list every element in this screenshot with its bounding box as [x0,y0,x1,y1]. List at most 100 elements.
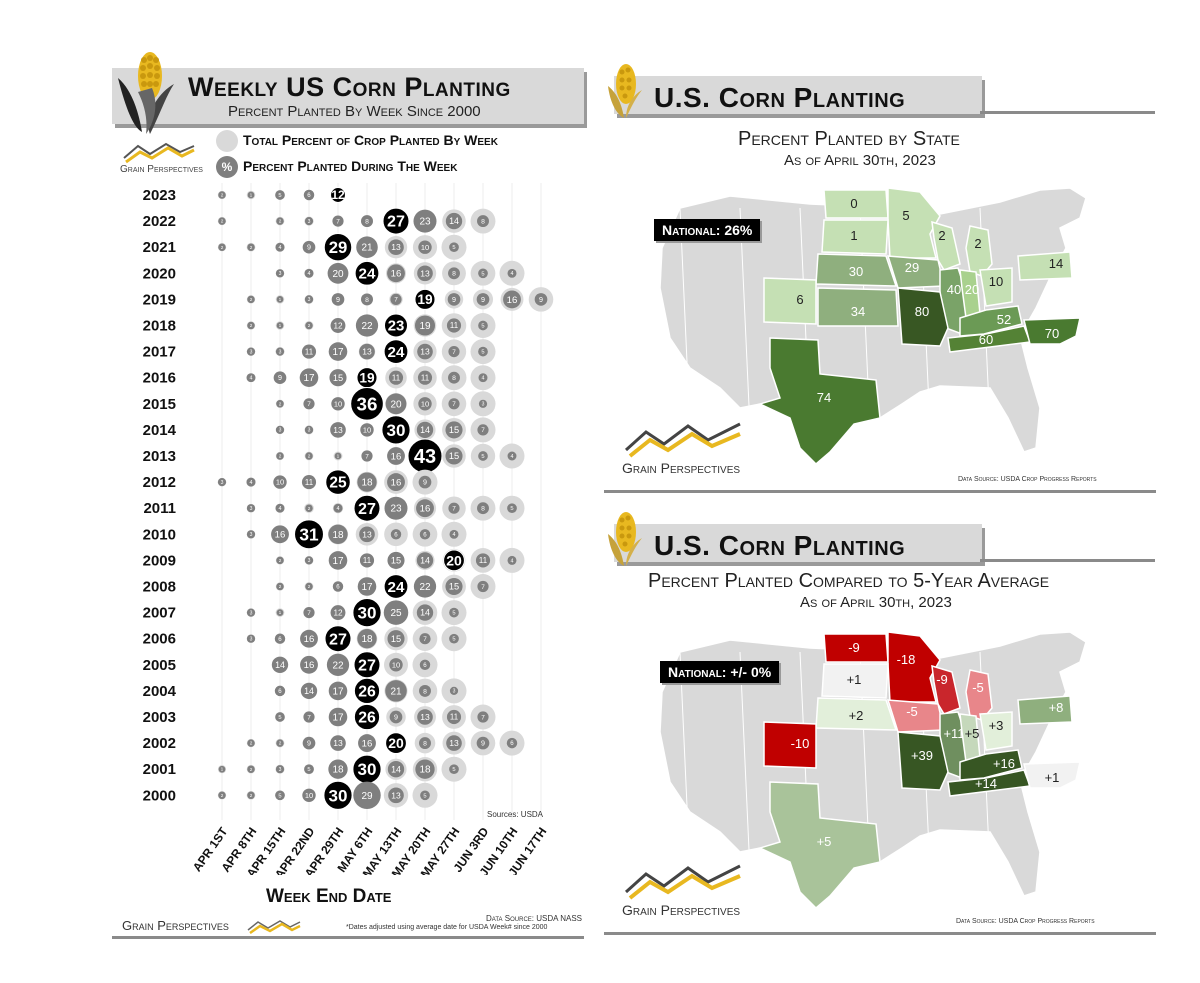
weekly-percent-bubble [304,556,314,565]
weekly-percent-label: 2 [221,193,224,198]
weekly-percent-bubble [354,260,380,286]
year-label: 2000 [143,787,176,804]
weekly-percent-label: 15 [449,582,459,592]
weekly-percent-bubble [275,790,285,801]
state-region-mi [965,669,993,721]
weekly-percent-bubble [304,425,314,435]
state-border-line [739,207,751,429]
map1-title-banner [614,76,982,114]
weekly-percent-label: 17 [332,712,344,723]
state-region-ne [815,697,898,731]
weekly-percent-label: 13 [449,738,459,748]
year-label: 2009 [143,552,176,569]
weekly-percent-bubble [507,451,517,461]
weekly-percent-bubble [476,293,490,306]
weekly-percent-label: 25 [390,608,402,619]
map2-source: Data Source: USDA Crop Progress Reports [956,918,1095,925]
weekly-percent-bubble [387,264,405,283]
weekly-percent-label: 30 [387,421,406,440]
weekly-percent-label: 17 [332,686,344,697]
year-label: 2006 [143,631,176,648]
weekly-percent-bubble [361,215,373,228]
weekly-percent-label: 22 [419,582,431,593]
weekly-percent-bubble [477,502,489,515]
weekly-percent-bubble [387,447,405,465]
state-value-label: 52 [997,312,1011,327]
weekly-percent-bubble [299,368,319,387]
weekly-percent-bubble [385,732,407,754]
state-value-label: 2 [974,236,981,251]
weekly-percent-bubble [247,191,255,199]
weekly-percent-label: 5 [481,271,484,277]
state-region-sd [821,219,889,255]
weekly-percent-label: 20 [332,269,344,280]
weekly-percent-bubble [419,659,431,671]
weekly-percent-bubble [387,630,405,648]
state-region-tx [757,781,881,910]
weekly-percent-bubble [419,684,431,697]
year-label: 2013 [143,448,176,465]
weekly-percent-bubble [333,503,343,513]
weekly-percent-label: 1 [250,193,253,198]
weekly-percent-label: 24 [359,266,376,283]
weekly-percent-label: 2 [279,454,282,459]
weekly-percent-bubble [445,212,463,230]
weekly-percent-bubble [305,452,313,460]
state-value-label: 30 [849,264,863,279]
state-value-label: -9 [848,640,860,655]
weekly-percent-label: 9 [452,296,456,304]
weekly-percent-bubble [449,686,459,696]
weekly-percent-label: 3 [308,219,311,225]
weekly-percent-label: 17 [332,347,344,358]
weekly-percent-label: 3 [279,428,282,434]
state-value-label: 60 [979,332,993,347]
weekly-percent-label: 23 [388,319,405,335]
year-label: 2011 [143,500,176,517]
bubble-chart: 2023202220212020201920182017201620152014… [143,183,554,875]
weekly-percent-label: 13 [420,347,430,357]
weekly-percent-label: 22 [332,660,344,671]
weekly-percent-label: 3 [279,271,282,277]
weekly-percent-bubble [447,293,461,306]
weekly-percent-bubble [274,633,286,644]
weekly-percent-bubble [274,685,286,697]
weekly-percent-label: 9 [481,296,485,304]
weekly-percent-label: 27 [329,630,347,648]
weekly-percent-bubble [305,321,313,330]
weekly-percent-label: 29 [361,791,373,802]
weekly-percent-label: 7 [452,505,456,512]
map1-title: U.S. Corn Planting [654,82,906,113]
weekly-percent-bubble [361,293,373,306]
weekly-percent-bubble [383,313,409,338]
weekly-percent-label: 18 [361,478,373,489]
weekly-percent-bubble [330,187,346,203]
weekly-percent-bubble [300,655,318,674]
weekly-percent-label: 8 [423,688,427,695]
year-label: 2005 [143,657,176,674]
weekly-percent-bubble [275,242,285,252]
weekly-percent-label: 5 [452,767,455,773]
weekly-percent-bubble [218,217,226,225]
weekly-percent-bubble [247,765,255,773]
weekly-percent-bubble [475,553,491,568]
state-value-label: +5 [817,834,832,849]
weekly-percent-bubble [418,475,432,489]
state-value-label: -5 [906,704,918,719]
weekly-percent-bubble [449,607,459,618]
weekly-percent-bubble [385,680,407,702]
weekly-percent-bubble [414,315,436,336]
weekly-percent-label: 17 [361,582,373,593]
weekly-percent-label: 3 [250,349,253,355]
weekly-percent-bubble [273,475,287,489]
weekly-percent-label: 18 [419,765,431,776]
weekly-percent-bubble [352,598,382,628]
weekly-percent-bubble [476,736,490,750]
weekly-percent-label: 7 [307,610,311,617]
weekly-percent-label: 2 [308,323,311,328]
weekly-percent-label: 24 [388,579,405,596]
weekly-percent-label: 4 [511,558,514,564]
map1-brand-logo-icon [624,422,741,458]
weekly-percent-bubble [275,269,285,278]
weekly-percent-label: 5 [510,506,513,512]
weekly-percent-label: 20 [446,552,462,568]
